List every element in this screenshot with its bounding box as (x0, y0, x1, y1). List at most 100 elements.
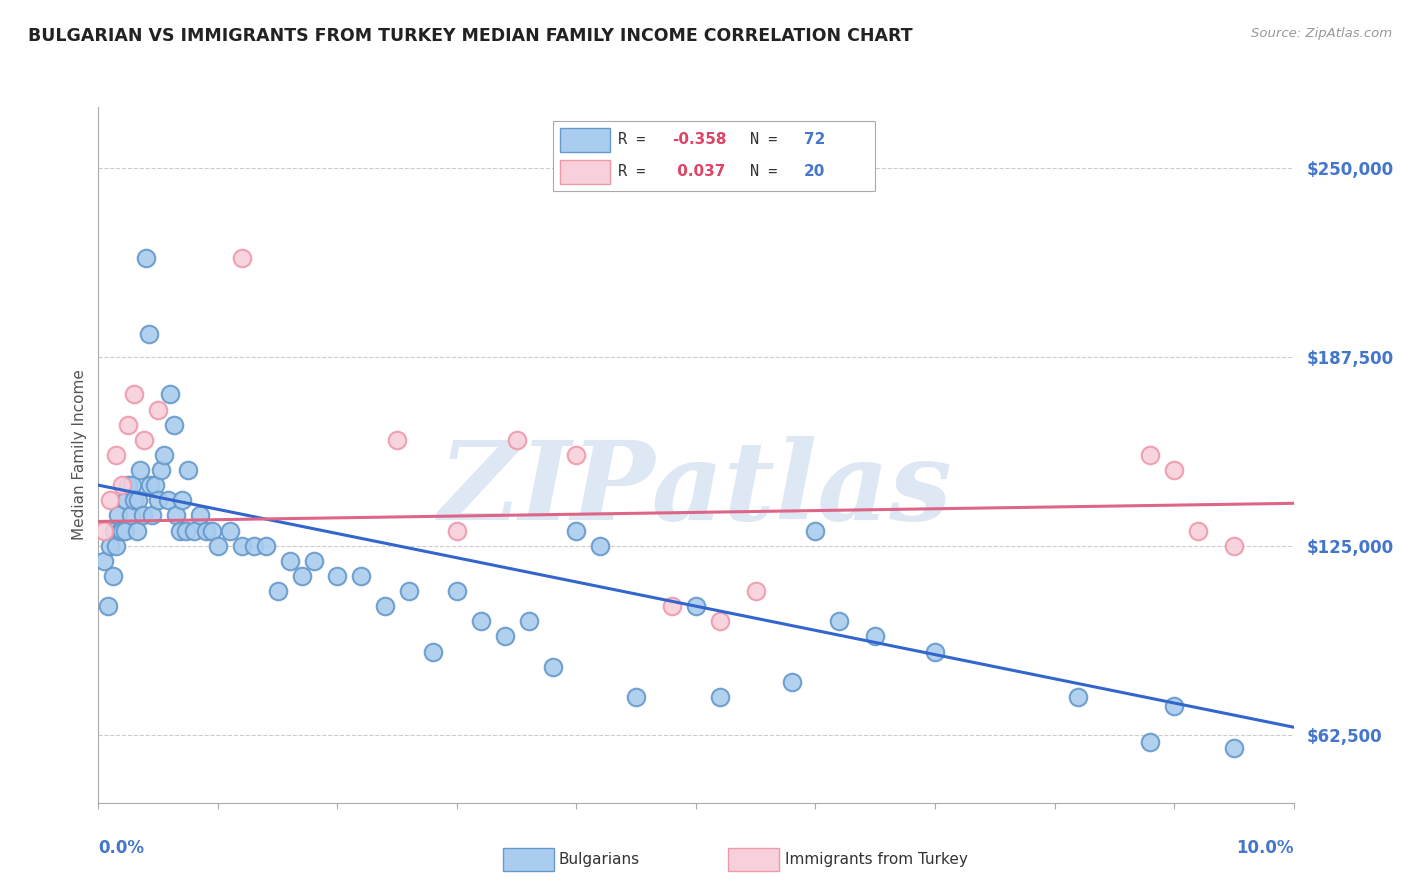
Point (148, 493, 170, 508)
Point (207, 539, 229, 553)
Point (165, 508, 187, 523)
Point (138, 326, 160, 341)
Point (169, 524, 191, 538)
Point (661, 599, 683, 614)
Point (828, 615, 851, 629)
Point (494, 629, 516, 643)
Point (163, 417, 186, 432)
Point (105, 539, 128, 553)
Point (231, 539, 253, 553)
Point (685, 599, 707, 614)
Point (97, 599, 120, 614)
Point (1163, 698, 1185, 713)
Point (143, 478, 166, 492)
Point (709, 615, 731, 629)
Point (201, 524, 224, 538)
Text: Bulgarians: Bulgarians (558, 853, 640, 867)
Point (101, 569, 124, 583)
Point (129, 463, 152, 477)
Point (172, 493, 194, 508)
Text: 0.0%: 0.0% (98, 839, 145, 857)
Text: 20: 20 (804, 164, 825, 179)
Point (470, 615, 492, 629)
Point (120, 508, 142, 523)
Point (1187, 524, 1209, 538)
Point (105, 448, 128, 462)
Point (98, 493, 122, 508)
Point (1067, 690, 1090, 704)
Text: 0.037: 0.037 (672, 164, 725, 179)
Point (115, 493, 138, 508)
Point (156, 493, 179, 508)
Point (153, 448, 176, 462)
Point (131, 508, 153, 523)
Point (117, 478, 139, 492)
Text: N =: N = (749, 132, 786, 147)
Point (446, 524, 468, 538)
Point (254, 539, 277, 553)
Point (565, 524, 588, 538)
Point (1139, 448, 1161, 462)
Point (231, 252, 253, 266)
Point (422, 644, 444, 658)
Point (374, 599, 396, 614)
Point (127, 493, 149, 508)
Point (863, 629, 886, 643)
Text: BULGARIAN VS IMMIGRANTS FROM TURKEY MEDIAN FAMILY INCOME CORRELATION CHART: BULGARIAN VS IMMIGRANTS FROM TURKEY MEDI… (28, 27, 912, 45)
Point (709, 690, 731, 704)
Point (780, 674, 803, 689)
Point (541, 659, 564, 673)
Point (194, 524, 218, 538)
Text: Source: ZipAtlas.com: Source: ZipAtlas.com (1251, 27, 1392, 40)
Point (267, 584, 290, 599)
Point (132, 433, 155, 447)
Point (103, 524, 125, 538)
Point (446, 584, 468, 599)
Point (290, 569, 312, 583)
Point (139, 478, 162, 492)
Point (924, 644, 946, 658)
Point (93, 554, 115, 568)
Point (111, 478, 134, 492)
Point (183, 524, 205, 538)
Point (93, 524, 115, 538)
Point (624, 690, 647, 704)
Point (302, 554, 325, 568)
Point (135, 252, 157, 266)
FancyBboxPatch shape (560, 160, 610, 184)
Point (1222, 741, 1246, 756)
Point (398, 584, 420, 599)
Point (117, 417, 139, 432)
Point (124, 387, 146, 401)
Text: 72: 72 (804, 132, 825, 147)
Point (243, 539, 266, 553)
Text: -0.358: -0.358 (672, 132, 727, 147)
Text: ZIPatlas: ZIPatlas (439, 436, 953, 543)
Point (1163, 463, 1185, 477)
Text: Immigrants from Turkey: Immigrants from Turkey (785, 853, 967, 867)
Point (804, 524, 827, 538)
Text: R =: R = (619, 132, 655, 147)
Point (177, 463, 200, 477)
Point (219, 524, 242, 538)
Point (745, 584, 768, 599)
Point (148, 402, 170, 417)
Point (125, 524, 148, 538)
Y-axis label: Median Family Income: Median Family Income (72, 369, 87, 541)
FancyBboxPatch shape (560, 128, 610, 152)
Point (98, 539, 122, 553)
Point (385, 433, 409, 447)
Point (108, 524, 131, 538)
Point (188, 508, 211, 523)
Text: 10.0%: 10.0% (1236, 839, 1294, 857)
Point (149, 463, 172, 477)
Point (174, 524, 197, 538)
Point (350, 569, 373, 583)
Point (107, 508, 129, 523)
Point (159, 387, 181, 401)
Point (1139, 735, 1161, 749)
Point (517, 615, 540, 629)
Point (589, 539, 612, 553)
Point (124, 493, 146, 508)
Point (278, 554, 301, 568)
